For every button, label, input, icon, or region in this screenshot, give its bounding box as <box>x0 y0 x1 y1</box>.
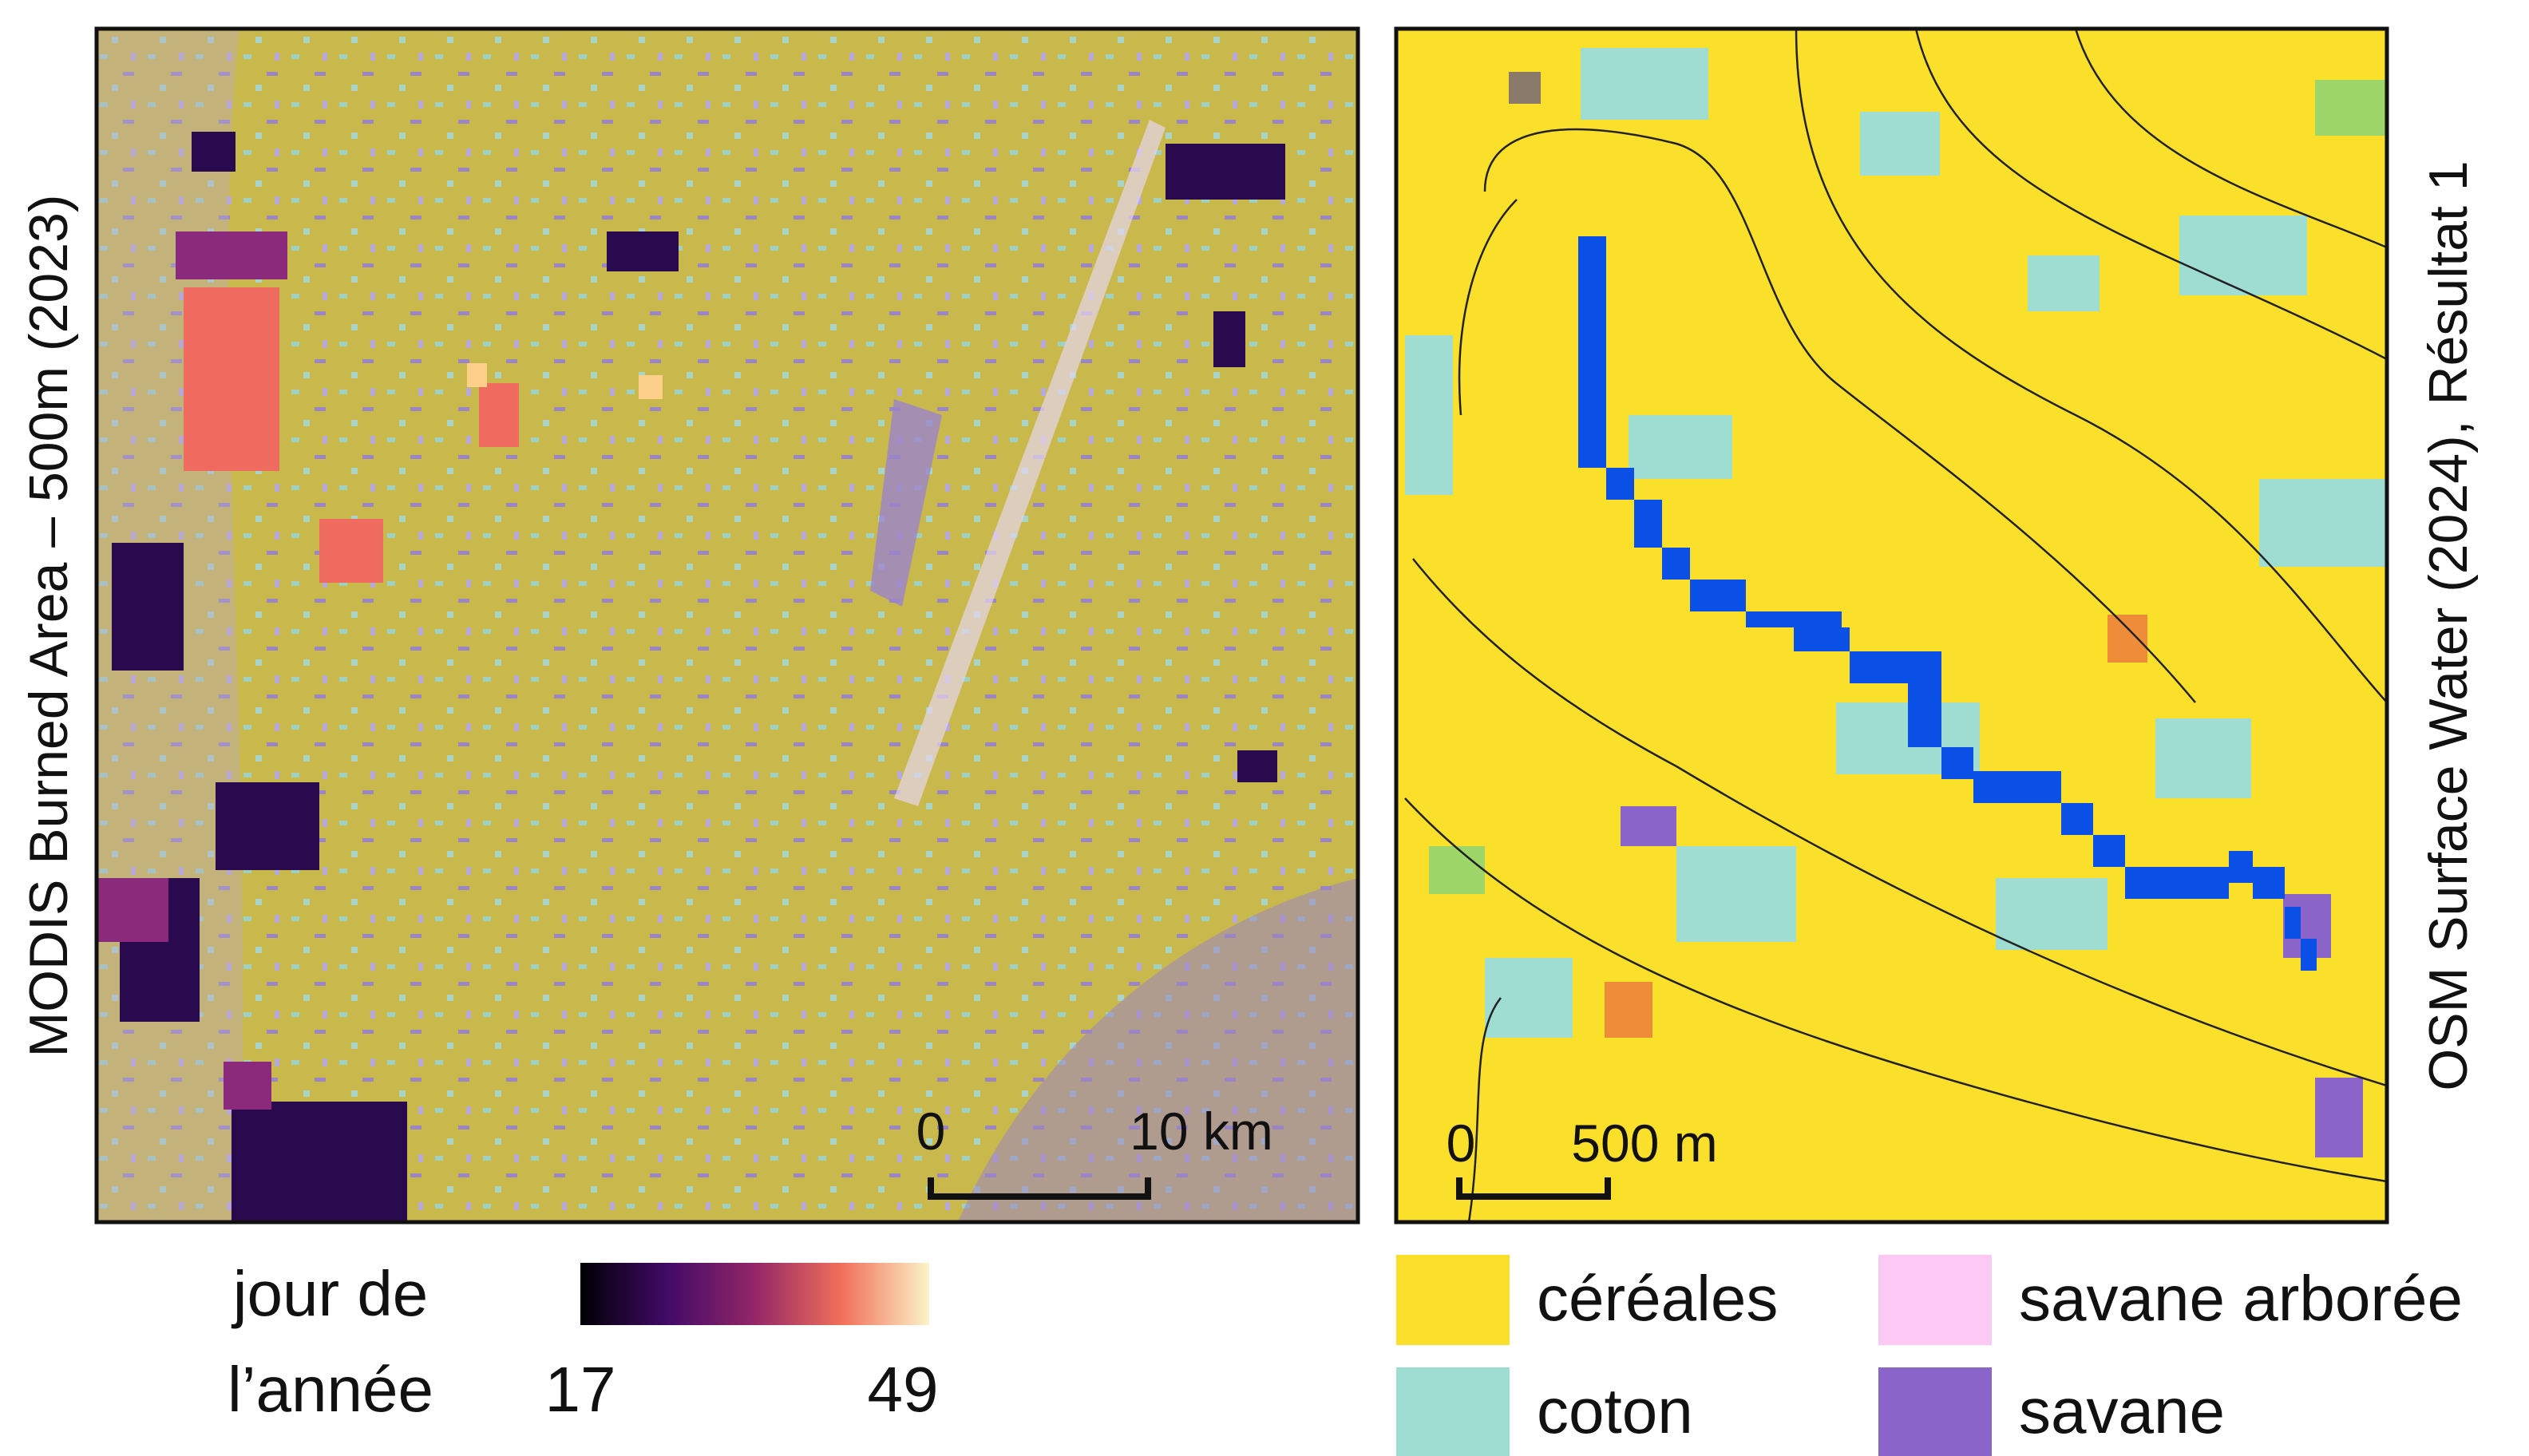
scale-label: 500 m <box>1571 1114 1717 1173</box>
colorbar <box>580 1263 929 1325</box>
legend-swatch <box>1878 1255 1992 1345</box>
scale-label: 0 <box>1447 1114 1476 1173</box>
right-frame <box>1394 26 2389 1225</box>
legend-label: savane <box>2019 1375 2225 1446</box>
legend-swatch <box>1396 1367 1510 1456</box>
left-map <box>97 29 1358 1222</box>
legend-label: coton <box>1537 1375 1693 1446</box>
legend-swatch <box>1878 1367 1992 1456</box>
colorbar-min: 17 <box>545 1354 616 1425</box>
scale-label: 0 <box>916 1102 946 1161</box>
colorbar-title: l’année <box>228 1354 433 1425</box>
right-map <box>1396 29 2387 1222</box>
colorbar-ticks: 17 49 <box>545 1354 939 1425</box>
legend: céréales coton savane arborée savane <box>1396 1255 2463 1456</box>
colorbar-title: jour de <box>232 1258 429 1329</box>
legend-swatch <box>1396 1255 1510 1345</box>
legend-label: savane arborée <box>2019 1263 2463 1334</box>
left-map-label: MODIS Burned Area – 500m (2023) <box>18 195 79 1058</box>
legend-label: céréales <box>1537 1263 1778 1334</box>
right-map-label: OSM Surface Water (2024), Résultat 1 <box>2418 160 2479 1090</box>
colorbar-max: 49 <box>868 1354 939 1425</box>
scale-label: 10 km <box>1130 1102 1273 1161</box>
left-frame <box>94 26 1360 1225</box>
